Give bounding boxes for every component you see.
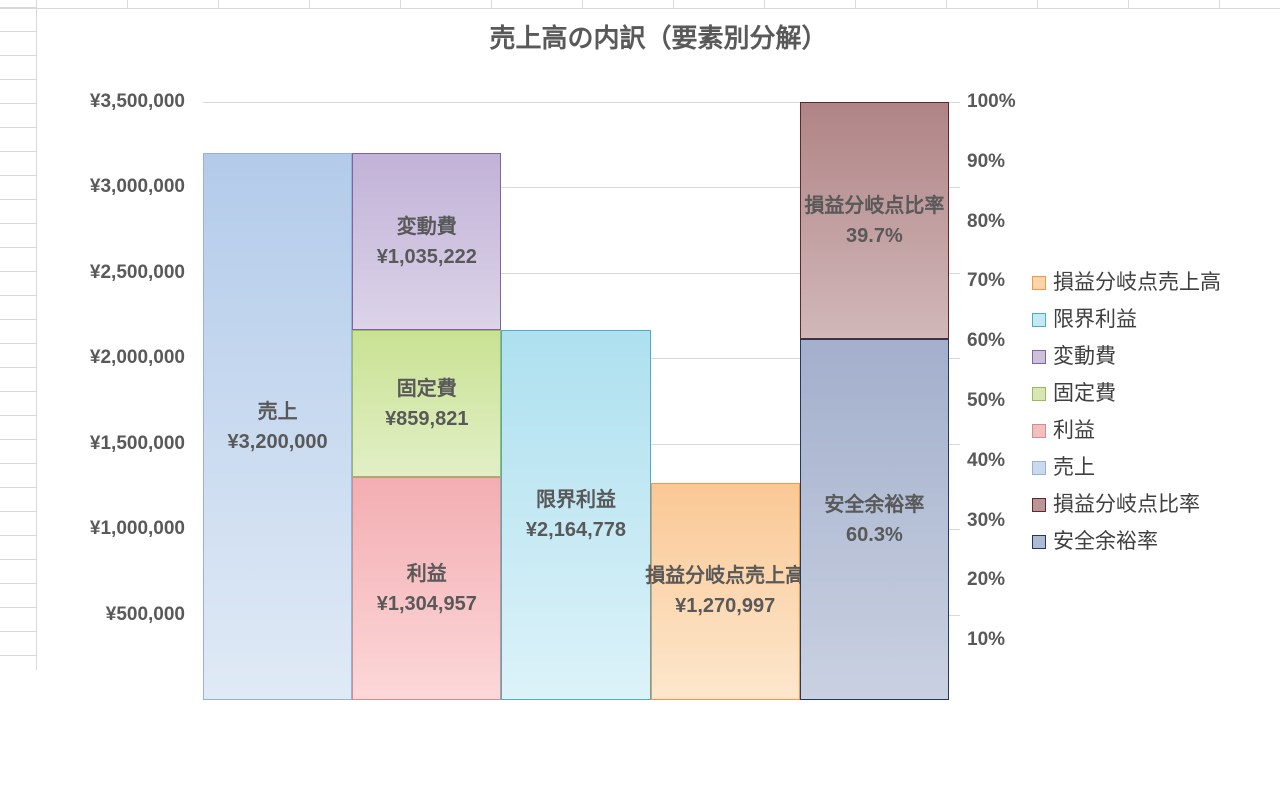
chart-area[interactable]: 売上高の内訳（要素別分解） 損益分岐点売上高 限界利益 変動費 固定費 利益 売上 損益分岐… xyxy=(37,9,1280,789)
percent-axis-tick-label: 10% xyxy=(967,629,1006,651)
legend-swatch-icon xyxy=(1032,423,1046,438)
legend-item-label: 損益分岐点比率 xyxy=(1053,493,1200,516)
bar-value-label: ¥1,270,997 xyxy=(675,595,776,618)
bar-segment-genkai[interactable]: 限界利益 ¥2,164,778 xyxy=(501,330,651,700)
legend-item-soneki_uriage[interactable]: 損益分岐点売上高 xyxy=(1032,264,1221,301)
bar-data-label: 損益分岐点比率 39.7% xyxy=(804,191,944,251)
bar-segment-anzen[interactable]: 安全余裕率 60.3% xyxy=(799,339,949,700)
legend-item-label: 限界利益 xyxy=(1053,308,1137,331)
legend-item-soneki_hiritsu[interactable]: 損益分岐点比率 xyxy=(1032,486,1221,523)
bar-series-name: 損益分岐点売上高 xyxy=(645,565,806,588)
bar-series-name: 固定費 xyxy=(396,377,457,400)
legend-swatch-icon xyxy=(1032,460,1046,475)
bar-value-label: 39.7% xyxy=(846,224,903,247)
sheet-row-gridlines xyxy=(0,7,37,677)
legend-item-label: 安全余裕率 xyxy=(1053,530,1158,553)
y-axis-tick-label: ¥1,000,000 xyxy=(89,518,185,540)
legend-swatch-icon xyxy=(1032,312,1046,327)
chart-title: 売上高の内訳（要素別分解） xyxy=(489,23,828,53)
legend-swatch-icon xyxy=(1032,386,1046,401)
sheet-gridline-horizontal xyxy=(0,8,1280,9)
bar-value-label: ¥1,304,957 xyxy=(376,592,477,615)
legend-item-uriage[interactable]: 売上 xyxy=(1032,449,1221,486)
bar-data-label: 変動費 ¥1,035,222 xyxy=(377,212,477,272)
legend-item-kotei[interactable]: 固定費 xyxy=(1032,375,1221,412)
y-axis-tick-label: ¥2,000,000 xyxy=(89,347,185,369)
legend-item-label: 売上 xyxy=(1053,456,1095,479)
percent-axis-tick-label: 60% xyxy=(967,330,1006,352)
bar-series-name: 変動費 xyxy=(396,215,457,238)
bar-series-name: 限界利益 xyxy=(535,489,616,512)
legend-item-label: 利益 xyxy=(1053,419,1095,442)
percent-axis-tick-label: 90% xyxy=(967,150,1006,172)
y-axis-tick-label: ¥2,500,000 xyxy=(89,261,185,283)
percent-axis-tick-label: 30% xyxy=(967,509,1006,531)
sheet-gridline-vertical xyxy=(36,0,37,670)
legend-item-rieki[interactable]: 利益 xyxy=(1032,412,1221,449)
plot-gridline xyxy=(203,272,960,274)
bar-segment-uriage[interactable]: 売上 ¥3,200,000 xyxy=(203,153,353,700)
plot-gridline xyxy=(203,102,960,103)
bar-data-label: 売上 ¥3,200,000 xyxy=(228,397,328,457)
bar-segment-hendo[interactable]: 変動費 ¥1,035,222 xyxy=(352,153,502,331)
percent-axis-tick-label: 100% xyxy=(967,91,1016,112)
bar-series-name: 利益 xyxy=(406,562,447,585)
bar-value-label: ¥1,035,222 xyxy=(376,245,477,268)
bar-value-label: ¥3,200,000 xyxy=(227,430,328,453)
y-axis-tick-label: ¥500,000 xyxy=(105,603,185,625)
bar-value-label: 60.3% xyxy=(846,523,903,546)
y-axis-tick-label: ¥1,500,000 xyxy=(89,432,185,454)
bar-series-name: 売上 xyxy=(257,400,298,423)
sheet-column-gridlines xyxy=(36,0,1280,8)
y-axis-tick-label: ¥3,000,000 xyxy=(89,176,185,198)
bar-segment-rieki[interactable]: 利益 ¥1,304,957 xyxy=(352,477,502,700)
bar-data-label: 安全余裕率 60.3% xyxy=(824,490,924,550)
bar-segment-soneki_hiritsu[interactable]: 損益分岐点比率 39.7% xyxy=(799,102,949,340)
legend-item-genkai[interactable]: 限界利益 xyxy=(1032,301,1221,338)
legend-item-label: 損益分岐点売上高 xyxy=(1053,271,1221,294)
bar-data-label: 限界利益 ¥2,164,778 xyxy=(526,485,626,545)
bar-series-name: 損益分岐点比率 xyxy=(804,194,945,217)
legend-item-label: 固定費 xyxy=(1053,382,1116,405)
bar-segment-kotei[interactable]: 固定費 ¥859,821 xyxy=(352,330,502,478)
legend-swatch-icon xyxy=(1032,349,1046,364)
y-axis-tick-label: ¥3,500,000 xyxy=(89,91,185,112)
legend-swatch-icon xyxy=(1032,534,1046,549)
chart-legend: 損益分岐点売上高 限界利益変動費固定費利益売上損益分岐点比率 安全余裕率 xyxy=(1032,264,1221,560)
bar-value-label: ¥859,821 xyxy=(385,407,469,430)
percent-axis-tick-label: 40% xyxy=(967,449,1006,471)
legend-swatch-icon xyxy=(1032,497,1046,512)
bar-data-label: 損益分岐点売上高 ¥1,270,997 xyxy=(645,561,805,621)
plot-gridline xyxy=(203,187,960,189)
legend-item-anzen[interactable]: 安全余裕率 xyxy=(1032,523,1221,560)
percent-axis-tick-label: 50% xyxy=(967,390,1006,411)
bar-segment-soneki_uriage[interactable]: 損益分岐点売上高 ¥1,270,997 xyxy=(645,482,805,700)
percent-axis-tick-label: 70% xyxy=(967,270,1006,292)
bar-series-name: 安全余裕率 xyxy=(824,493,925,516)
legend-item-label: 変動費 xyxy=(1053,345,1116,368)
bar-data-label: 利益 ¥1,304,957 xyxy=(377,559,477,619)
legend-swatch-icon xyxy=(1032,275,1046,290)
percent-axis-tick-label: 80% xyxy=(967,210,1006,232)
bar-data-label: 固定費 ¥859,821 xyxy=(385,374,468,434)
percent-axis-tick-label: 20% xyxy=(967,569,1006,591)
legend-item-hendo[interactable]: 変動費 xyxy=(1032,338,1221,375)
bar-value-label: ¥2,164,778 xyxy=(525,519,627,542)
